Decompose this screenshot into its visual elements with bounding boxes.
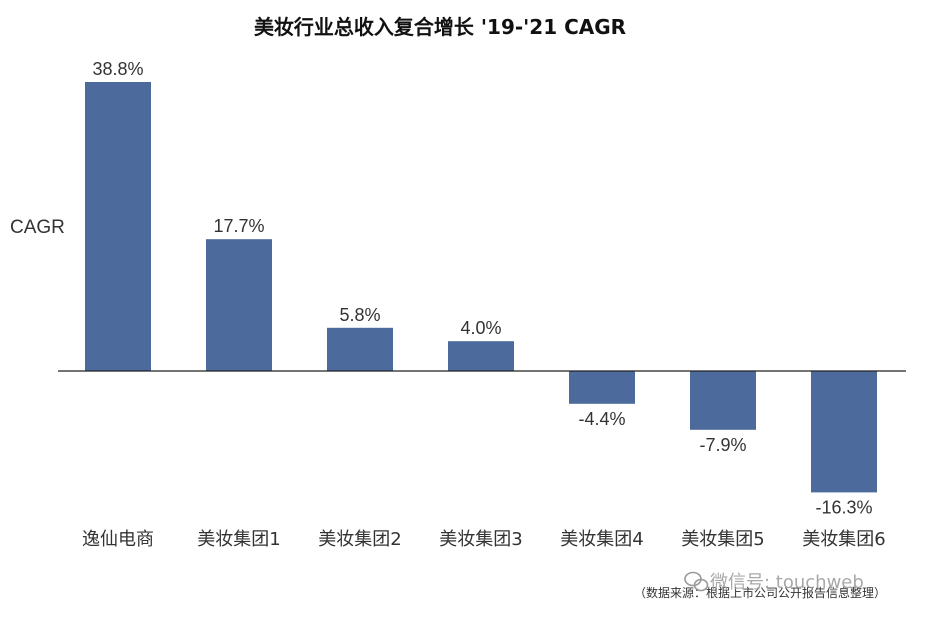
category-label-3: 美妆集团2 — [318, 529, 401, 550]
bar-4 — [448, 341, 514, 371]
category-label-6: 美妆集团5 — [681, 529, 764, 550]
data-label-4: 4.0% — [460, 318, 501, 338]
data-label-1: 38.8% — [92, 59, 143, 79]
category-label-4: 美妆集团3 — [439, 529, 522, 550]
y-axis-label: CAGR — [10, 217, 65, 238]
bars-group — [85, 82, 877, 493]
data-label-3: 5.8% — [339, 305, 380, 325]
watermark-text: 微信号: touchweb — [710, 572, 864, 593]
chart-title: 美妆行业总收入复合增长 '19-'21 CAGR — [254, 15, 626, 39]
data-labels-group: 38.8% 17.7% 5.8% 4.0% -4.4% -7.9% -16.3% — [92, 59, 872, 517]
category-labels-group: 逸仙电商 美妆集团1 美妆集团2 美妆集团3 美妆集团4 美妆集团5 美妆集团6 — [82, 529, 886, 550]
bar-1 — [85, 82, 151, 371]
bar-7 — [811, 371, 877, 493]
bar-2 — [206, 239, 272, 371]
category-label-1: 逸仙电商 — [82, 529, 154, 550]
data-label-6: -7.9% — [699, 435, 746, 455]
bar-6 — [690, 371, 756, 430]
data-label-2: 17.7% — [213, 216, 264, 236]
watermark: 微信号: touchweb — [684, 571, 864, 593]
data-label-7: -16.3% — [815, 497, 872, 517]
wechat-icon — [684, 571, 709, 592]
bar-5 — [569, 371, 635, 404]
bar-3 — [327, 327, 393, 371]
category-label-7: 美妆集团6 — [802, 529, 885, 550]
category-label-5: 美妆集团4 — [560, 529, 643, 550]
data-label-5: -4.4% — [578, 409, 625, 429]
category-label-2: 美妆集团1 — [197, 529, 280, 550]
